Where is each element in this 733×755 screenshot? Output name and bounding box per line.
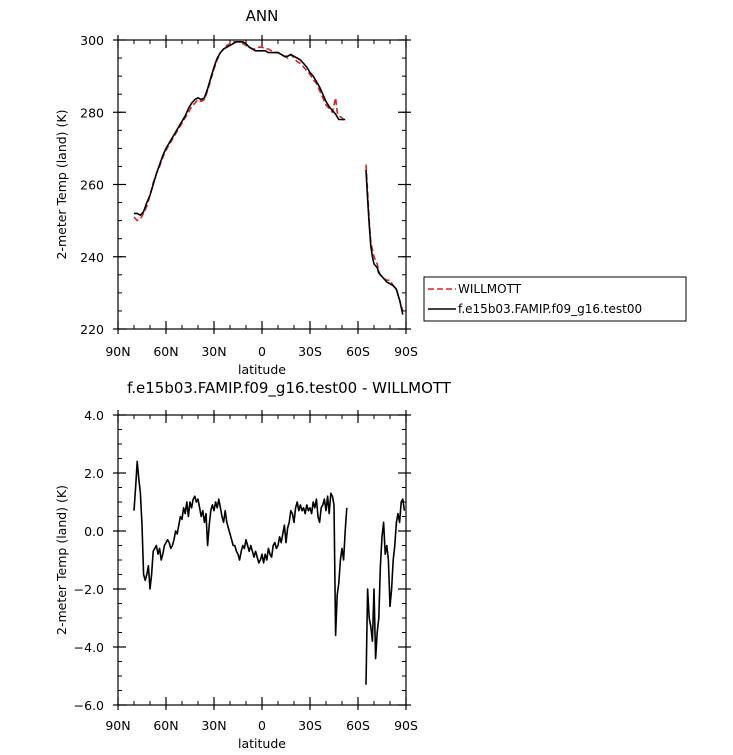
- x-tick-label: 60N: [153, 344, 178, 359]
- legend-label: f.e15b03.FAMIP.f09_g16.test00: [458, 302, 642, 316]
- x-tick-label: 90S: [394, 718, 418, 733]
- series-line-f-e15b03-famip-f09-g16-test00: [365, 169, 404, 315]
- y-tick-label: 260: [80, 178, 104, 193]
- chart-title: ANN: [246, 7, 279, 25]
- y-tick-label: 4.0: [84, 408, 104, 423]
- x-tick-label: 0: [258, 718, 266, 733]
- series-line-difference: [133, 460, 348, 637]
- x-tick-label: 30N: [201, 718, 226, 733]
- y-tick-label: −2.0: [74, 582, 104, 597]
- x-tick-label: 90N: [105, 718, 130, 733]
- x-tick-label: 60N: [153, 718, 178, 733]
- x-tick-label: 0: [258, 344, 266, 359]
- series-line-f-e15b03-famip-f09-g16-test00: [134, 40, 346, 216]
- x-axis-label: latitude: [238, 736, 286, 751]
- y-axis-label: 2-meter Temp (land) (K): [54, 110, 69, 260]
- series-line-willmott: [133, 40, 346, 222]
- x-tick-label: 60S: [346, 344, 370, 359]
- y-axis-label: 2-meter Temp (land) (K): [54, 485, 69, 635]
- top-panel: ANN 90N 60N 30N 0 30S 60S 90S 220 240 260 280 300 lat…: [54, 7, 418, 377]
- x-tick-label: 30S: [298, 344, 322, 359]
- y-tick-label: 240: [80, 250, 104, 265]
- series-line-difference: [365, 498, 406, 685]
- x-tick-label: 30S: [298, 718, 322, 733]
- bottom-panel: f.e15b03.FAMIP.f09_g16.test00 - WILLMOTT…: [54, 379, 452, 751]
- x-tick-label: 30N: [201, 344, 226, 359]
- y-tick-label: 280: [80, 105, 104, 120]
- legend: WILLMOTT f.e15b03.FAMIP.f09_g16.test00: [423, 276, 687, 322]
- y-tick-label: 220: [80, 322, 104, 337]
- plot-frame: [117, 39, 407, 330]
- x-tick-label: 60S: [346, 718, 370, 733]
- chart-title: f.e15b03.FAMIP.f09_g16.test00 - WILLMOTT: [127, 379, 452, 398]
- legend-label: WILLMOTT: [458, 282, 522, 296]
- y-tick-label: 2.0: [84, 466, 104, 481]
- x-tick-label: 90N: [105, 344, 130, 359]
- y-tick-label: 0.0: [84, 524, 104, 539]
- y-tick-label: 300: [80, 33, 104, 48]
- series-line-willmott: [365, 164, 404, 312]
- x-tick-label: 90S: [394, 344, 418, 359]
- legend-box: [423, 276, 687, 322]
- y-tick-label: −6.0: [74, 698, 104, 713]
- y-tick-label: −4.0: [74, 640, 104, 655]
- x-axis-label: latitude: [238, 362, 286, 377]
